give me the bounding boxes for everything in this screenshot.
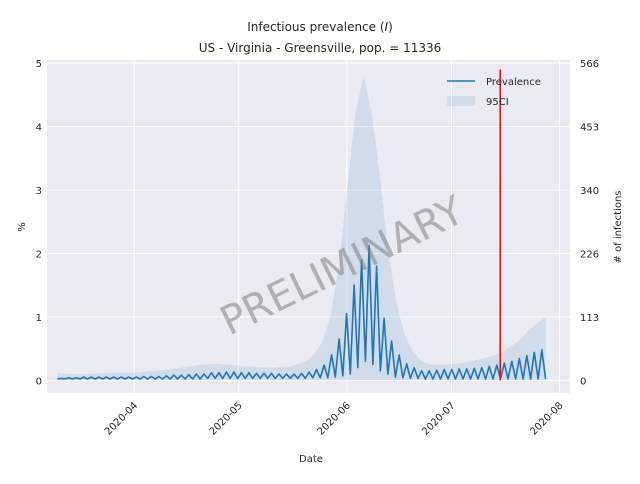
series-lines (57, 69, 547, 381)
y-right-tick-label: 340 (580, 186, 599, 197)
y-tick-label: 2 (36, 249, 42, 260)
x-tick-label: 2020-05 (208, 400, 245, 437)
y-tick-label: 3 (36, 186, 42, 197)
y-right-tick-label: 453 (580, 123, 599, 134)
y-axis-right-label: # of infections (613, 190, 624, 263)
chart-subtitle: US - Virginia - Greensville, pop. = 1133… (199, 41, 442, 55)
y-right-tick-label: 226 (580, 249, 599, 260)
legend: Prevalence 95CI (447, 77, 541, 108)
y-axis-label: % (17, 222, 28, 232)
legend-label-prevalence: Prevalence (486, 77, 541, 88)
x-tick-label: 2020-07 (420, 400, 457, 437)
y-tick-label: 5 (36, 59, 42, 70)
plot-area (47, 60, 570, 393)
grid (47, 60, 570, 393)
legend-label-95ci: 95CI (486, 97, 509, 108)
x-tick-label: 2020-04 (103, 400, 140, 437)
x-tick-label: 2020-08 (528, 400, 565, 437)
x-tick-label: 2020-06 (316, 400, 353, 437)
y-tick-label: 4 (36, 123, 42, 134)
series-line-prevalence (57, 245, 547, 380)
y-tick-label: 0 (36, 376, 42, 387)
y-right-tick-label: 0 (580, 376, 586, 387)
legend-swatch-95ci (447, 96, 475, 106)
chart-title: Infectious prevalence (I) (247, 20, 393, 34)
y-tick-label: 1 (36, 313, 42, 324)
x-axis-label: Date (299, 454, 323, 465)
y-right-tick-label: 566 (580, 59, 599, 70)
y-right-tick-label: 113 (580, 313, 599, 324)
